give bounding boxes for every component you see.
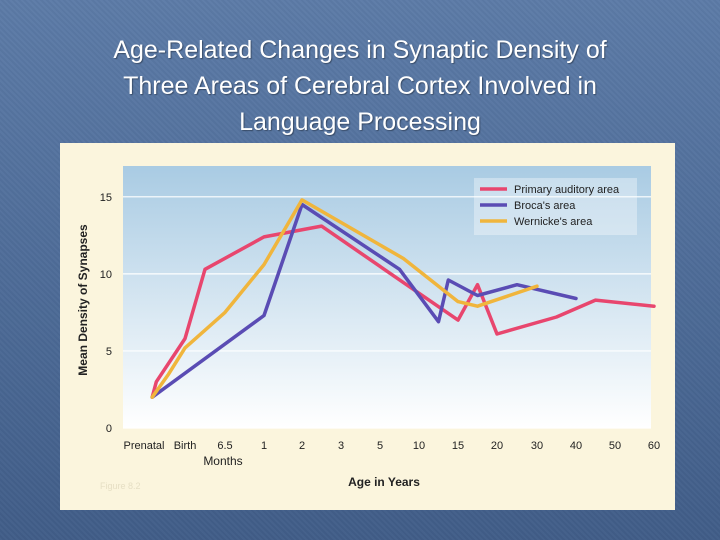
y-axis-label: Mean Density of Synapses [76,224,90,376]
legend: Primary auditory area Broca's area Wernick… [474,178,637,235]
slide-title: Age-Related Changes in Synaptic Density … [10,32,710,140]
figure-footnote: Figure 8.2 [100,481,141,491]
x-tick-label: 40 [570,440,582,452]
x-tick-label: 5 [377,440,383,452]
y-tick-label: 15 [100,192,112,204]
x-tick-label: 10 [413,440,425,452]
x-tick-label: 50 [609,440,621,452]
x-tick-label: 15 [452,440,464,452]
x-tick-label: 60 [648,440,660,452]
legend-label: Primary auditory area [514,184,620,196]
x-tick-label: 30 [531,440,543,452]
x-sub-label: Months [203,454,242,468]
line-chart: Prenatal Birth 6.5 1 2 3 5 10 15 20 30 40 50 60 0 5 10 1… [76,166,661,491]
y-tick-labels: 0 5 10 15 [100,192,112,435]
grid-lines [123,196,651,429]
y-tick-label: 0 [106,423,112,435]
x-tick-label: 20 [491,440,503,452]
slide-title-line-1: Age-Related Changes in Synaptic Density … [113,36,607,64]
series-line-1 [150,202,578,399]
legend-label: Broca's area [514,200,576,212]
series-line-0 [150,224,656,399]
series-group [150,198,656,399]
x-tick-label: Prenatal [124,440,165,452]
legend-label: Wernicke's area [514,216,593,228]
x-axis-label: Age in Years [348,475,420,489]
x-tick-label: 6.5 [217,440,232,452]
x-tick-label: 2 [299,440,305,452]
chart-panel: Prenatal Birth 6.5 1 2 3 5 10 15 20 30 40 50 60 0 5 10 1… [60,143,675,510]
x-tick-label: 1 [261,440,267,452]
slide-title-line-2: Three Areas of Cerebral Cortex Involved … [123,72,597,100]
series-line-2 [150,198,539,399]
slide-title-line-3: Language Processing [239,108,481,136]
y-tick-label: 10 [100,269,112,281]
x-tick-label: Birth [174,440,197,452]
x-tick-labels: Prenatal Birth 6.5 1 2 3 5 10 15 20 30 40 50 60 [124,440,661,452]
x-tick-label: 3 [338,440,344,452]
y-tick-label: 5 [106,346,112,358]
